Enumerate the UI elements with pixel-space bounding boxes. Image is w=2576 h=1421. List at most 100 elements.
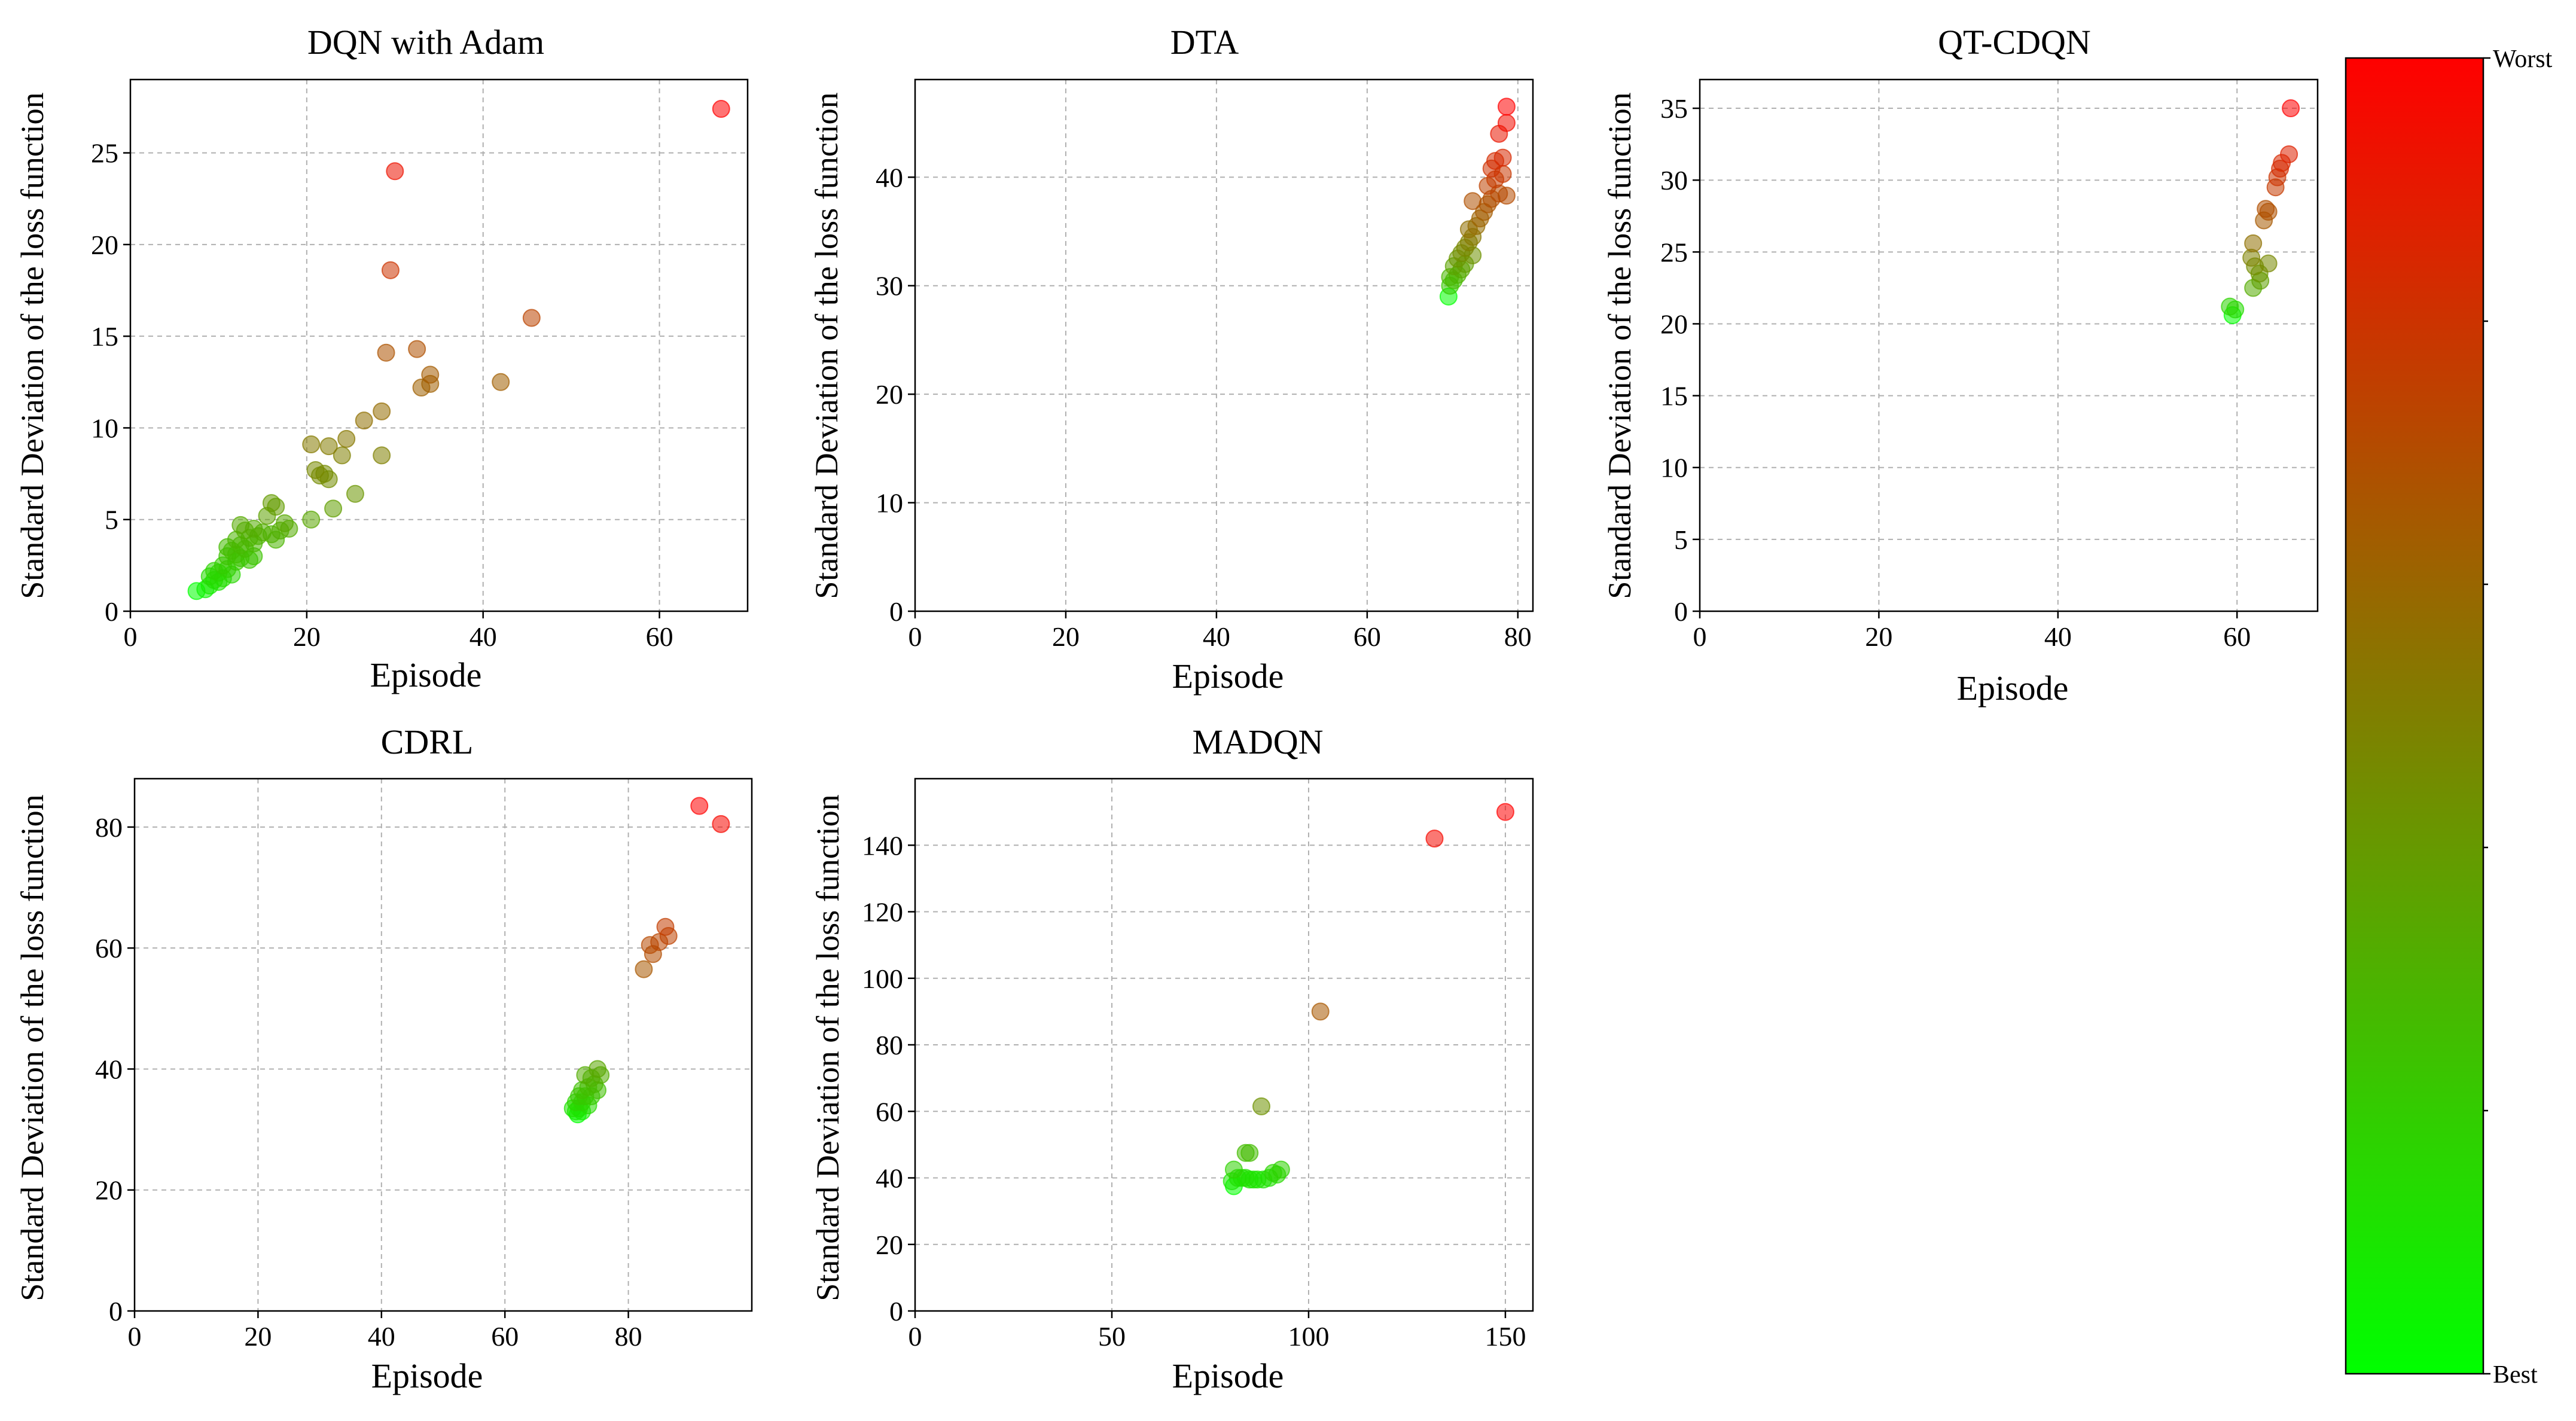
x-tick-label: 80 — [615, 1321, 642, 1352]
x-tick-label: 40 — [368, 1321, 395, 1352]
plot-madqn: MADQN Standard Deviation of the loss fun… — [810, 722, 1534, 1395]
y-axis-label: Standard Deviation of the loss function — [14, 92, 50, 599]
y-tick-label: 15 — [1660, 381, 1688, 411]
y-tick-label: 40 — [876, 162, 903, 193]
y-tick-label: 80 — [876, 1030, 903, 1060]
plot-qt-cdqn: QT-CDQN Standard Deviation of the loss f… — [1602, 23, 2319, 708]
y-tick-label: 25 — [91, 138, 118, 169]
colorbar-bottom-label: Best — [2493, 1361, 2538, 1389]
data-point — [2221, 297, 2239, 316]
plot-dqn-with-adam: DQN with Adam Standard Deviation of the … — [14, 23, 749, 694]
x-tick-label: 0 — [909, 621, 922, 652]
x-tick-label: 20 — [1865, 621, 1892, 652]
x-tick-label: 20 — [293, 621, 321, 652]
data-point — [262, 494, 281, 513]
data-point — [2244, 234, 2263, 252]
y-tick-label: 0 — [105, 596, 118, 627]
x-tick-label: 40 — [2044, 621, 2072, 652]
data-point — [306, 461, 325, 479]
x-tick-label: 20 — [244, 1321, 272, 1352]
plot-title: MADQN — [1192, 722, 1323, 761]
y-tick-label: 0 — [1674, 596, 1688, 627]
y-tick-label: 25 — [1660, 237, 1688, 267]
plot-title: DTA — [1170, 23, 1239, 62]
x-tick-label: 40 — [1203, 621, 1230, 652]
data-point — [522, 309, 541, 327]
data-point — [712, 100, 730, 118]
y-axis-label: Standard Deviation of the loss function — [810, 794, 846, 1301]
y-tick-label: 20 — [1660, 309, 1688, 339]
y-tick-label: 0 — [109, 1296, 123, 1327]
y-tick-label: 30 — [876, 271, 903, 301]
data-point — [421, 365, 440, 384]
y-tick-label: 40 — [95, 1054, 123, 1084]
data-point — [1493, 148, 1512, 167]
data-point — [381, 261, 400, 279]
data-point — [1497, 114, 1516, 132]
data-point — [319, 437, 338, 456]
data-point — [1311, 1002, 1330, 1021]
data-point — [712, 815, 730, 833]
x-axis-label: Episode — [1957, 669, 2069, 708]
data-point — [231, 516, 250, 534]
x-tick-label: 60 — [1353, 621, 1381, 652]
data-point — [2282, 99, 2300, 118]
data-point — [333, 446, 351, 465]
data-point — [2259, 254, 2278, 273]
plot-cdrl: CDRL Standard Deviation of the loss func… — [14, 722, 753, 1395]
y-tick-label: 10 — [876, 488, 903, 519]
y-tick-label: 120 — [862, 897, 903, 928]
x-axis-label: Episode — [1172, 657, 1284, 696]
data-point — [324, 499, 343, 518]
x-tick-label: 40 — [470, 621, 497, 652]
data-point — [1272, 1160, 1290, 1179]
colorbar-top-label: Worst — [2493, 45, 2553, 73]
x-axis-label: Episode — [371, 1356, 483, 1395]
y-tick-label: 30 — [1660, 165, 1688, 196]
x-tick-label: 60 — [2223, 621, 2251, 652]
y-tick-label: 100 — [862, 963, 903, 994]
y-tick-label: 0 — [889, 596, 903, 627]
y-axis-label: Standard Deviation of the loss function — [1602, 92, 1638, 599]
y-tick-label: 20 — [876, 379, 903, 410]
x-tick-label: 0 — [909, 1321, 922, 1352]
y-tick-label: 0 — [889, 1296, 903, 1327]
plot-title: QT-CDQN — [1938, 23, 2091, 62]
plot-frame — [133, 777, 753, 1312]
y-axis-label: Standard Deviation of the loss function — [14, 794, 50, 1301]
x-tick-label: 150 — [1484, 1321, 1526, 1352]
data-point — [1240, 1143, 1259, 1162]
plot-title: CDRL — [381, 722, 474, 761]
data-point — [1496, 803, 1514, 821]
data-point — [276, 514, 294, 532]
y-tick-label: 20 — [95, 1175, 123, 1206]
data-point — [302, 435, 321, 454]
x-tick-label: 0 — [128, 1321, 142, 1352]
data-point — [1425, 830, 1444, 848]
y-tick-label: 20 — [91, 230, 118, 260]
x-tick-label: 20 — [1052, 621, 1080, 652]
x-tick-label: 80 — [1504, 621, 1532, 652]
data-point — [492, 373, 510, 391]
y-tick-label: 5 — [105, 505, 118, 535]
y-axis-label: Standard Deviation of the loss function — [809, 92, 845, 599]
data-point — [386, 162, 404, 181]
y-tick-label: 60 — [95, 933, 123, 963]
data-point — [656, 917, 675, 936]
x-tick-label: 60 — [646, 621, 673, 652]
colorbar-gradient — [2345, 57, 2484, 1375]
data-point — [337, 429, 356, 448]
data-point — [377, 343, 395, 362]
plot-title: DQN with Adam — [307, 23, 544, 62]
plot-frame — [129, 78, 749, 612]
y-tick-label: 10 — [91, 413, 118, 443]
data-point — [302, 510, 321, 529]
data-point — [408, 340, 426, 358]
data-point — [373, 446, 391, 465]
data-point — [1497, 97, 1516, 116]
colorbar: Worst Best — [2345, 45, 2553, 1389]
x-tick-label: 60 — [491, 1321, 519, 1352]
x-tick-label: 0 — [1693, 621, 1707, 652]
data-point — [2280, 145, 2298, 163]
